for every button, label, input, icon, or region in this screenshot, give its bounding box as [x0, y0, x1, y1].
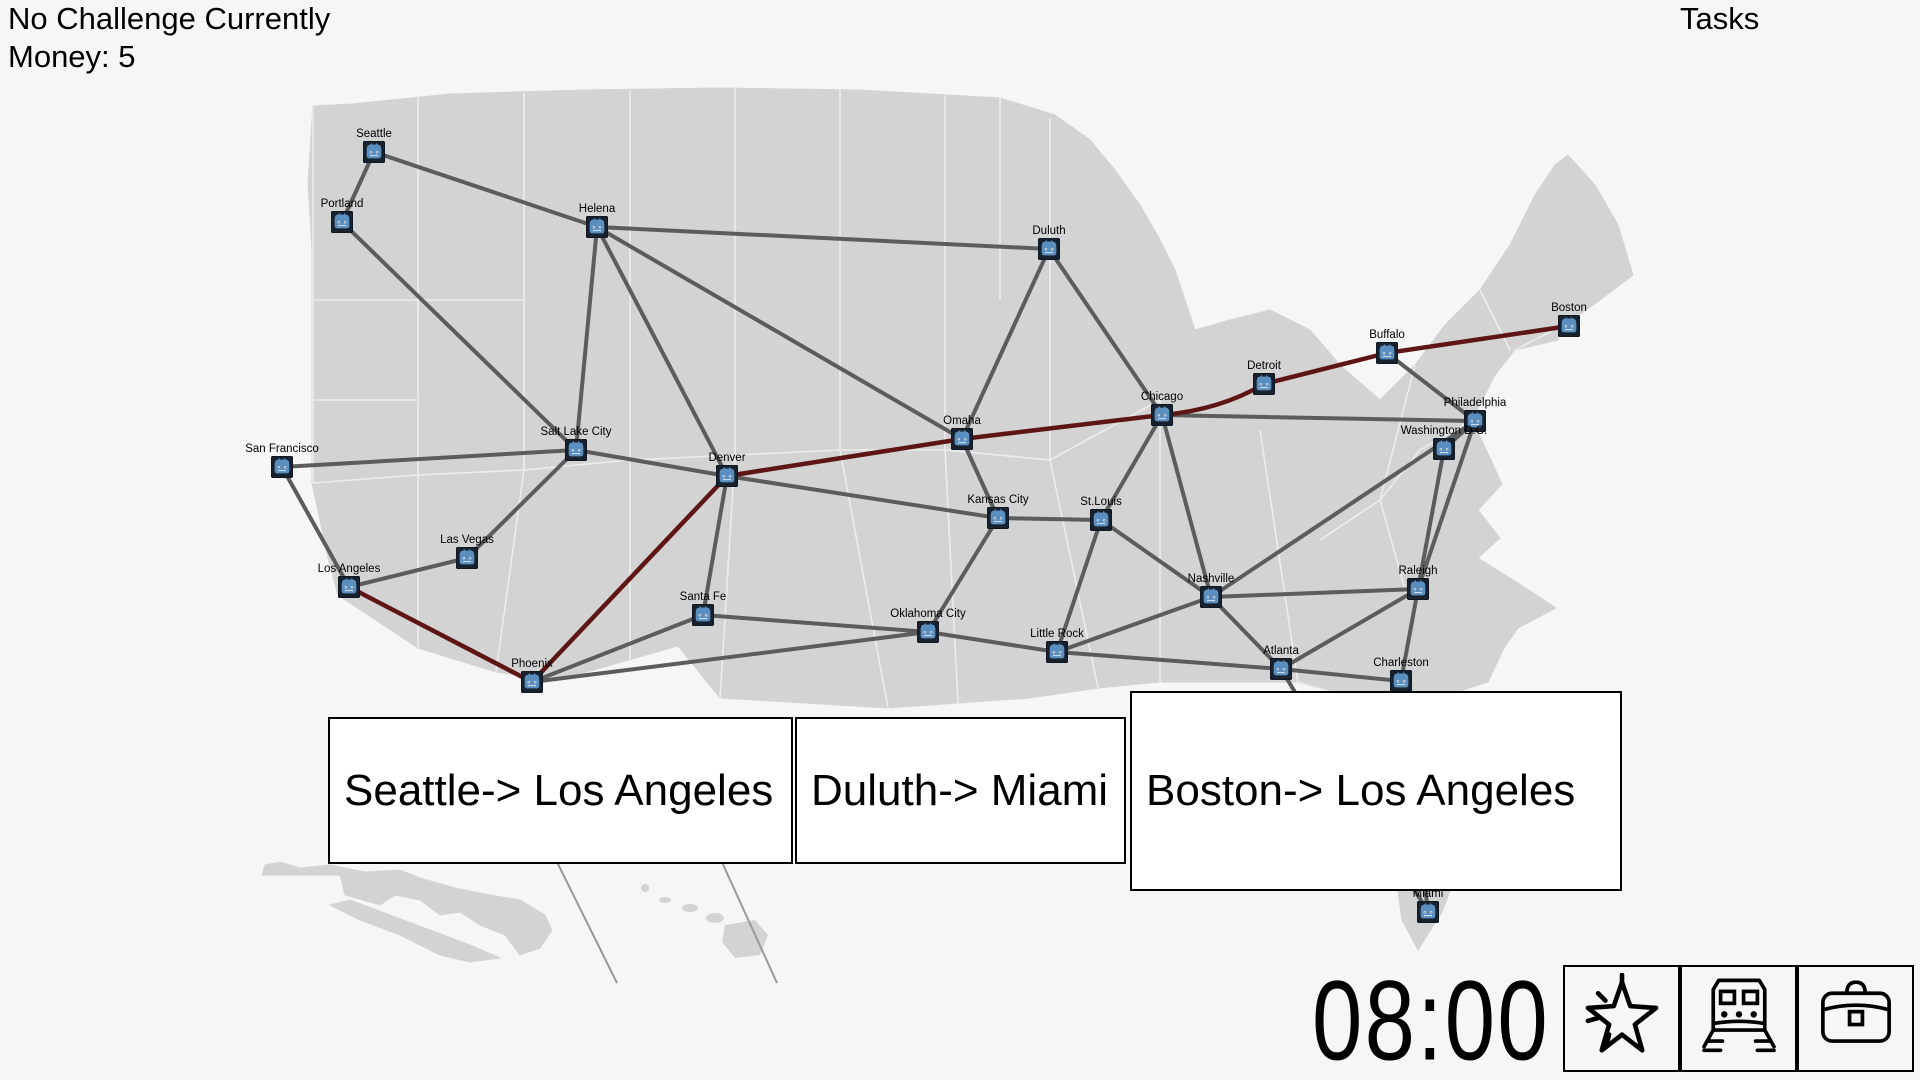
- svg-text:Phoenix: Phoenix: [511, 658, 553, 670]
- svg-text:Los Angeles: Los Angeles: [318, 563, 381, 575]
- svg-text:Kansas City: Kansas City: [967, 494, 1029, 506]
- svg-text:Helena: Helena: [579, 203, 616, 215]
- svg-text:Las Vegas: Las Vegas: [440, 534, 494, 546]
- svg-text:Boston: Boston: [1551, 302, 1587, 314]
- svg-text:Duluth: Duluth: [1032, 225, 1065, 237]
- svg-text:Salt Lake City: Salt Lake City: [541, 426, 612, 438]
- svg-text:Oklahoma City: Oklahoma City: [890, 608, 966, 620]
- svg-text:Nashville: Nashville: [1188, 573, 1235, 585]
- svg-text:St.Louis: St.Louis: [1080, 496, 1122, 508]
- svg-text:Philadelphia: Philadelphia: [1444, 397, 1507, 409]
- svg-text:Omaha: Omaha: [943, 415, 981, 427]
- svg-text:Chicago: Chicago: [1141, 391, 1183, 403]
- svg-text:San Francisco: San Francisco: [245, 443, 319, 455]
- svg-text:Atlanta: Atlanta: [1263, 645, 1299, 657]
- svg-text:Charleston: Charleston: [1373, 657, 1429, 669]
- svg-text:Seattle: Seattle: [356, 128, 392, 140]
- svg-text:Little Rock: Little Rock: [1030, 628, 1084, 640]
- svg-text:Portland: Portland: [321, 198, 364, 210]
- svg-text:Raleigh: Raleigh: [1399, 565, 1438, 577]
- svg-text:Denver: Denver: [708, 452, 745, 464]
- svg-text:Buffalo: Buffalo: [1369, 329, 1405, 341]
- svg-text:Detroit: Detroit: [1247, 360, 1282, 372]
- svg-text:Washington D.C.: Washington D.C.: [1401, 425, 1488, 437]
- svg-text:Santa Fe: Santa Fe: [680, 591, 727, 603]
